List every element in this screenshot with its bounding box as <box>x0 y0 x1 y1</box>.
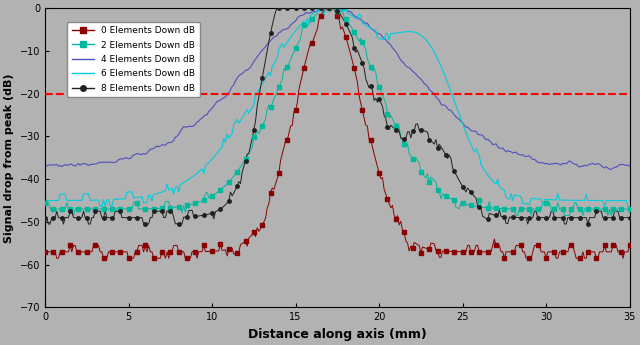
Y-axis label: Signal drop from peak (dB): Signal drop from peak (dB) <box>4 73 14 243</box>
Legend: 0 Elements Down dB, 2 Elements Down dB, 4 Elements Down dB, 6 Elements Down dB, : 0 Elements Down dB, 2 Elements Down dB, … <box>67 22 200 97</box>
X-axis label: Distance along axis (mm): Distance along axis (mm) <box>248 328 427 341</box>
